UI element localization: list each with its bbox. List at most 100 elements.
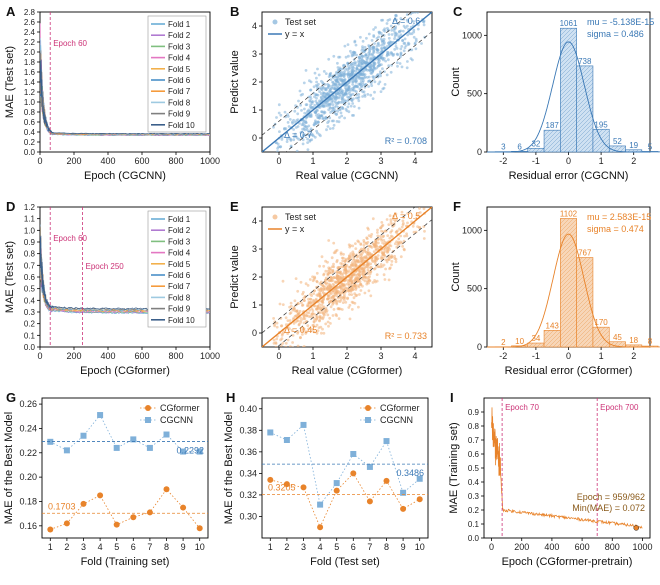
- test-point: [324, 259, 327, 263]
- test-point: [372, 77, 376, 81]
- bar-value-label: 3: [501, 143, 506, 152]
- test-point: [376, 241, 380, 245]
- test-point: [298, 89, 302, 93]
- test-point: [300, 109, 303, 112]
- test-point: [390, 28, 394, 32]
- y-tick-label: 0.6: [468, 450, 480, 459]
- test-point: [370, 39, 374, 42]
- test-point: [276, 142, 280, 146]
- cgcnn-point: [146, 444, 153, 451]
- test-point: [369, 93, 373, 97]
- test-point: [405, 234, 409, 238]
- x-tick-label: 2: [284, 542, 289, 552]
- test-point: [289, 348, 292, 351]
- test-point: [329, 322, 332, 325]
- x-tick-label: 0: [566, 156, 571, 166]
- test-point: [305, 125, 309, 129]
- test-point: [394, 260, 398, 264]
- test-point: [323, 280, 327, 284]
- y-tick-label: 1.2: [24, 88, 36, 97]
- test-point: [339, 93, 343, 96]
- test-point: [353, 105, 356, 108]
- test-point: [393, 31, 397, 35]
- test-point: [363, 60, 367, 64]
- test-point: [350, 293, 354, 296]
- epoch-marker-label: Epoch 250: [86, 262, 125, 271]
- test-point: [327, 239, 331, 242]
- fold-10-line: [40, 59, 210, 135]
- test-point: [308, 105, 312, 108]
- test-point: [320, 255, 324, 259]
- test-point: [302, 317, 305, 321]
- test-point: [365, 36, 368, 40]
- test-point: [365, 242, 369, 246]
- test-point: [411, 12, 415, 14]
- test-point: [395, 218, 398, 222]
- y-tick-label: 1: [252, 105, 257, 115]
- test-point: [406, 33, 410, 37]
- cgformer-point: [350, 470, 357, 477]
- test-point: [296, 330, 300, 334]
- test-point: [328, 127, 332, 130]
- test-point: [301, 333, 304, 336]
- test-point: [288, 319, 292, 322]
- test-point: [322, 70, 326, 73]
- test-point: [401, 29, 405, 33]
- x-tick-label: -2: [499, 156, 507, 166]
- test-point: [383, 240, 387, 244]
- test-point: [317, 82, 320, 86]
- test-point: [363, 93, 367, 97]
- x-tick-label: 1: [310, 351, 315, 361]
- test-point: [352, 114, 355, 117]
- test-point: [370, 68, 373, 72]
- test-point: [354, 263, 357, 267]
- test-point: [275, 116, 278, 119]
- test-point: [297, 323, 301, 327]
- y-tick-label: 4: [252, 216, 257, 226]
- test-point: [338, 307, 342, 311]
- test-point: [302, 127, 306, 131]
- x-tick-label: 200: [66, 156, 81, 166]
- legend-label: CGformer: [160, 403, 200, 413]
- test-point: [294, 320, 298, 324]
- cgcnn-series-line: [50, 414, 200, 453]
- test-point: [294, 104, 297, 107]
- cgformer-point: [383, 477, 390, 484]
- test-point: [393, 254, 396, 258]
- test-point: [332, 119, 335, 123]
- test-point: [361, 272, 365, 276]
- test-point: [381, 241, 384, 245]
- test-point: [304, 121, 307, 124]
- test-point: [335, 102, 338, 105]
- cgcnn-point: [180, 448, 187, 455]
- test-point: [309, 297, 312, 301]
- test-point: [373, 267, 377, 270]
- test-point: [366, 250, 370, 254]
- y-tick-label: 2.4: [24, 28, 36, 37]
- panel-E: 0 1 2 3 4 0 1 2 3 4 Real value (CGformer) Predict v…: [229, 199, 433, 377]
- y-tick-label: 500: [467, 89, 482, 99]
- test-point: [312, 277, 316, 281]
- test-point: [338, 78, 342, 81]
- test-point: [315, 323, 319, 327]
- test-point: [386, 251, 389, 254]
- test-point: [347, 289, 351, 293]
- bar-value-label: 34: [531, 334, 540, 343]
- legend-label: Fold 4: [168, 54, 191, 63]
- test-point: [307, 95, 311, 99]
- test-point: [299, 336, 302, 339]
- test-point: [381, 58, 385, 62]
- normal-fit-curve: [487, 233, 650, 348]
- test-point: [273, 170, 276, 173]
- test-point: [276, 147, 279, 150]
- test-point: [347, 254, 351, 258]
- panel-D: 0 200 400 600 800 1000 0.0 0.1 0.2 0.3 0.4 0.5 0.6 0.…: [4, 199, 220, 377]
- cgcnn-point: [400, 489, 407, 496]
- test-point: [334, 299, 338, 303]
- y-tick-label: 0.8: [468, 422, 480, 431]
- test-point: [301, 142, 305, 146]
- test-point: [418, 211, 422, 214]
- test-point: [372, 65, 376, 69]
- test-point: [337, 68, 341, 72]
- test-point: [400, 210, 404, 214]
